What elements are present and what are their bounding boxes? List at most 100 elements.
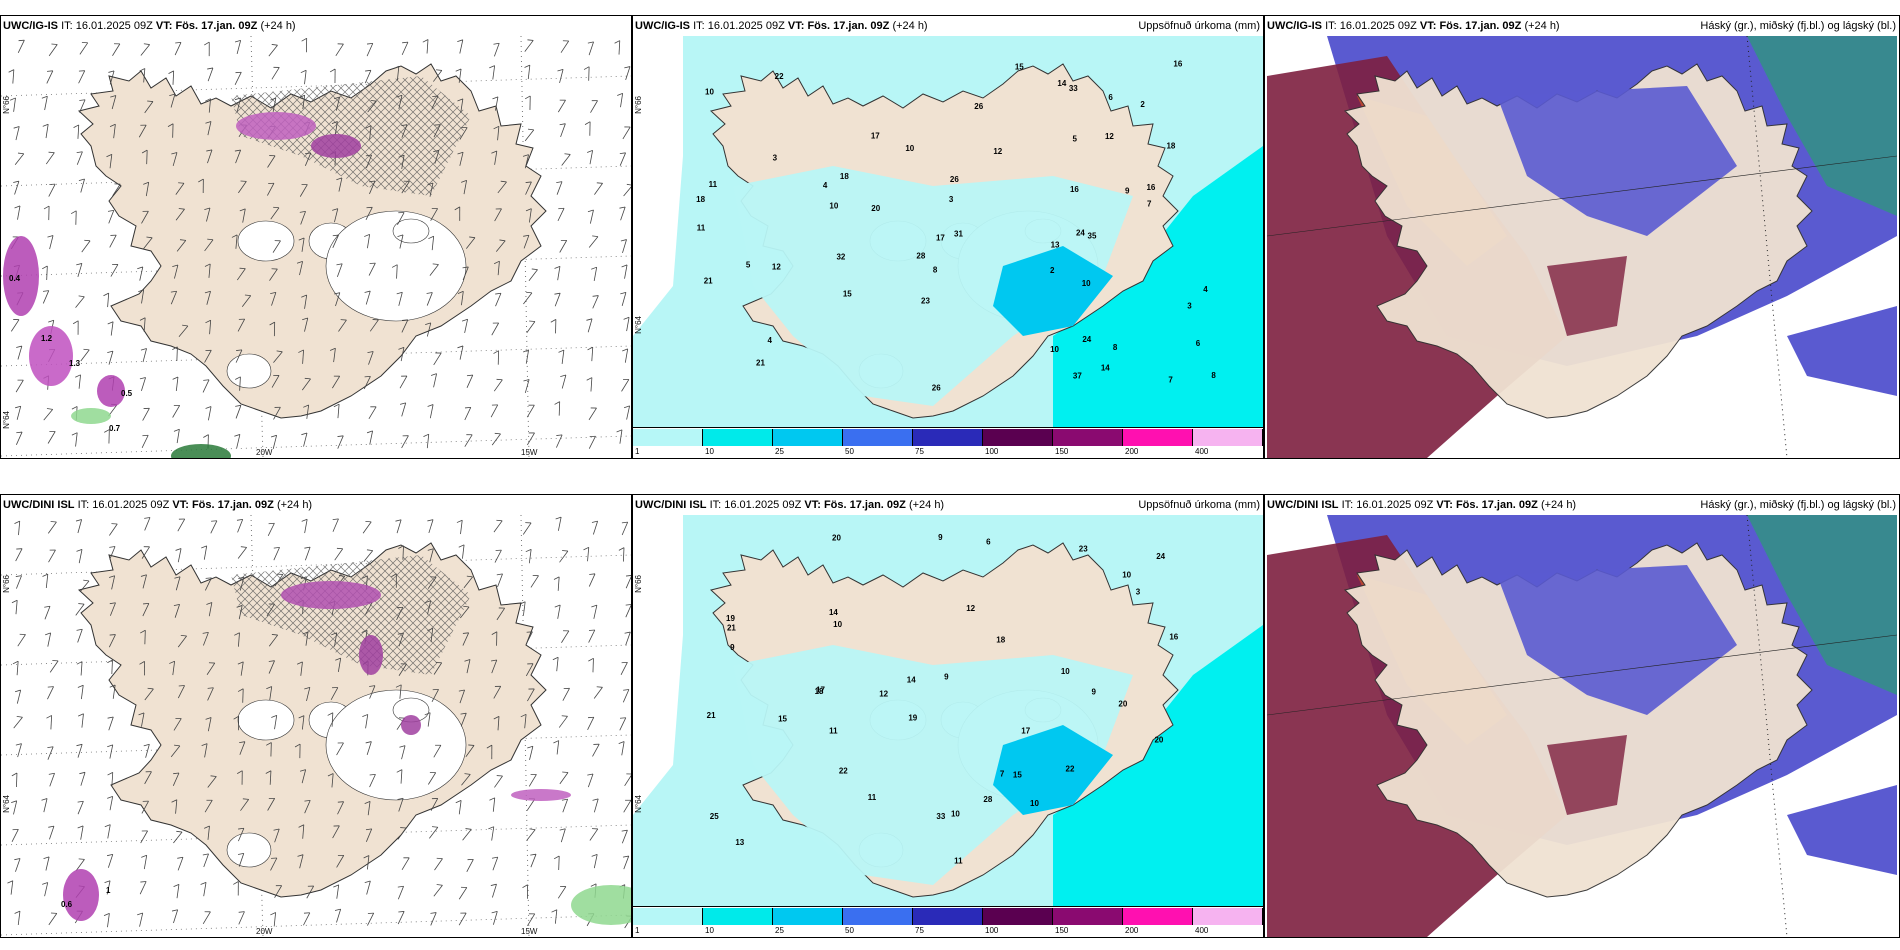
wind-barb — [461, 773, 471, 786]
wind-barb — [330, 687, 339, 701]
wind-barb — [524, 95, 531, 110]
wind-barb — [200, 881, 207, 897]
wind-barb — [557, 68, 564, 84]
glacier — [325, 210, 467, 322]
precip-value: 10 — [1050, 345, 1059, 354]
wind-barb — [265, 770, 272, 785]
wind-barb — [587, 150, 594, 165]
wind-barb — [237, 852, 245, 867]
wind-barb — [172, 264, 179, 279]
wind-barb — [562, 687, 570, 701]
wind-barb — [583, 66, 590, 81]
wind-barb — [304, 546, 311, 561]
wind-barb — [462, 632, 470, 646]
wind-barb — [12, 660, 19, 676]
wind-barb — [337, 801, 344, 815]
wind-barb — [433, 744, 442, 758]
precip-value: 9 — [944, 673, 949, 682]
value-label: 0.6 — [61, 900, 73, 909]
wind-barb — [237, 688, 244, 703]
wind-barb — [11, 800, 18, 815]
wind-barb — [493, 519, 503, 533]
colorbar-tick: 100 — [985, 926, 999, 935]
wind-barb — [488, 826, 495, 841]
wind-barb — [45, 151, 55, 165]
wind-barb — [399, 375, 408, 389]
precip-blob — [236, 112, 316, 140]
wind-barb — [205, 319, 212, 335]
wind-barb — [11, 772, 18, 788]
wind-barb — [530, 853, 537, 868]
colorbar-tick: 1 — [635, 926, 640, 935]
wind-barb — [15, 405, 22, 420]
wind-barb — [268, 634, 278, 647]
precip-blob — [359, 635, 383, 675]
wind-barb — [173, 883, 180, 899]
wind-barb — [171, 909, 179, 924]
colorbar-tick: 25 — [775, 926, 784, 935]
wind-barb — [206, 662, 216, 675]
wind-barb — [176, 239, 187, 252]
wind-barb — [205, 121, 212, 136]
wind-barb — [112, 43, 121, 56]
wind-barb — [204, 825, 210, 840]
wind-barb — [198, 178, 204, 194]
precip-area — [993, 725, 1113, 815]
wind-barb — [298, 715, 305, 730]
wind-barb — [489, 797, 496, 812]
wind-barb — [268, 44, 278, 57]
wind-barb — [139, 68, 146, 83]
wind-barb — [556, 181, 563, 195]
precip-value: 14 — [907, 676, 916, 685]
wind-barb — [237, 661, 244, 676]
wind-barb — [107, 350, 114, 365]
wind-barb — [49, 660, 59, 673]
wind-barb — [302, 317, 309, 332]
wind-barb — [554, 401, 561, 416]
wind-barb — [621, 264, 628, 279]
wind-barb — [486, 744, 493, 760]
wind-barb — [143, 181, 150, 197]
wind-barb — [431, 688, 439, 702]
panel-header: UWC/IG-IS IT: 16.01.2025 09Z VT: Fös. 17… — [1, 16, 631, 36]
panel-ig-precip: UWC/IG-IS IT: 16.01.2025 09Z VT: Fös. 17… — [632, 15, 1264, 459]
wind-barb — [233, 715, 240, 731]
wind-barb — [234, 632, 240, 647]
colorbar-swatch — [703, 429, 773, 446]
wind-barb — [171, 799, 178, 814]
wind-barb — [366, 42, 374, 57]
wind-barb — [14, 910, 21, 926]
wind-barb — [397, 632, 404, 647]
precip-area — [993, 246, 1113, 336]
precip-value: 11 — [697, 223, 706, 232]
wind-barb — [238, 576, 245, 591]
wind-barb — [561, 153, 571, 166]
wind-barb — [397, 885, 404, 900]
wind-barb — [140, 43, 150, 56]
wind-barb — [530, 575, 539, 588]
precip-value: 10 — [1122, 570, 1131, 579]
wind-barb — [553, 740, 560, 755]
wind-barb — [336, 742, 344, 756]
precip-value: 23 — [921, 297, 930, 306]
wind-barb — [618, 741, 625, 756]
precip-value: 9 — [1125, 187, 1130, 196]
wind-barb — [76, 549, 83, 564]
cloud-map — [1266, 36, 1898, 458]
wind-barb — [368, 406, 377, 420]
wind-barb — [273, 350, 283, 363]
wind-barb — [173, 718, 182, 731]
wind-barb — [457, 151, 464, 166]
wind-barb — [205, 717, 212, 732]
wind-barb — [588, 435, 596, 449]
wind-barb — [525, 208, 532, 223]
wind-barb — [299, 210, 306, 225]
wind-barb — [178, 324, 189, 338]
wind-barb — [620, 292, 627, 306]
wind-barb — [273, 547, 280, 561]
wind-barb — [79, 42, 89, 55]
grid-line — [1266, 634, 1898, 716]
wind-barb — [493, 350, 499, 365]
precip-value: 22 — [775, 72, 784, 81]
precip-blob — [71, 408, 111, 424]
